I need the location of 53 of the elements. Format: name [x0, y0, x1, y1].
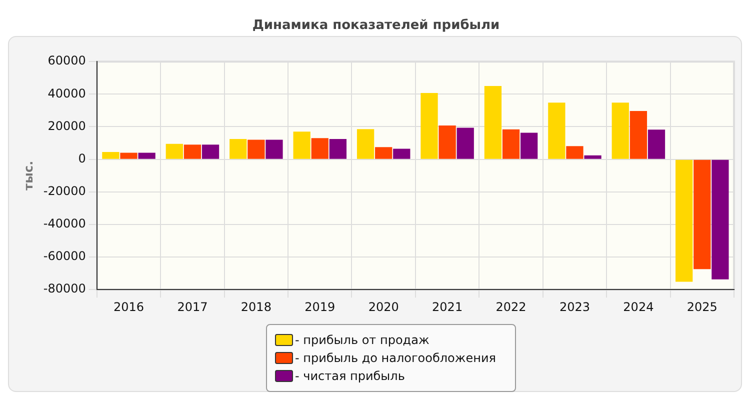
bar [612, 102, 629, 159]
bar [138, 152, 156, 159]
y-tick-label: 20000 [48, 118, 86, 133]
bar [456, 128, 474, 159]
bar [520, 132, 538, 159]
x-tick-label: 2024 [623, 300, 654, 314]
bar [712, 160, 729, 280]
bar [630, 110, 648, 159]
x-tick-label: 2020 [368, 300, 399, 314]
bar [393, 148, 410, 159]
bar [438, 125, 456, 159]
x-tick-label: 2016 [113, 300, 144, 314]
bar [293, 132, 310, 159]
x-tick-label: 2017 [177, 300, 208, 314]
x-tick-label: 2018 [240, 300, 272, 314]
y-tick-label: -20000 [43, 184, 86, 198]
bar [420, 93, 438, 159]
bar [311, 138, 328, 159]
x-tick-label: 2025 [686, 300, 718, 314]
bar [356, 129, 374, 159]
x-tick-label: 2022 [496, 300, 526, 314]
legend-label: - чистая прибыль [295, 369, 405, 383]
bar [548, 102, 566, 159]
bar [266, 140, 283, 159]
y-tick-label: -60000 [43, 249, 86, 264]
bar [676, 160, 693, 282]
legend-label: - прибыль от продаж [295, 333, 430, 347]
legend-label: - прибыль до налогообложения [295, 351, 496, 365]
y-tick-label: -80000 [43, 282, 86, 296]
bar [502, 129, 520, 159]
y-tick-label: 60000 [48, 54, 86, 68]
bar [166, 144, 183, 159]
bar [248, 140, 265, 159]
bar [120, 152, 138, 159]
x-tick-label: 2023 [559, 300, 590, 314]
bar [329, 138, 347, 159]
bar [184, 144, 202, 159]
bar [584, 155, 602, 159]
x-tick-label: 2019 [304, 300, 336, 314]
bar [230, 138, 247, 159]
y-tick-label: 0 [78, 151, 86, 166]
x-tick-label: 2021 [432, 300, 463, 314]
bar [566, 146, 584, 159]
bar [484, 86, 502, 159]
bar [375, 147, 392, 159]
bar [202, 144, 220, 159]
bar [694, 160, 711, 270]
chart-title: Динамика показателей прибыли [252, 18, 500, 34]
y-axis-title: тыс. [21, 160, 36, 190]
bar [648, 130, 666, 159]
y-tick-label: 40000 [48, 86, 86, 100]
y-tick-label: -40000 [43, 216, 86, 231]
bar [102, 152, 120, 159]
